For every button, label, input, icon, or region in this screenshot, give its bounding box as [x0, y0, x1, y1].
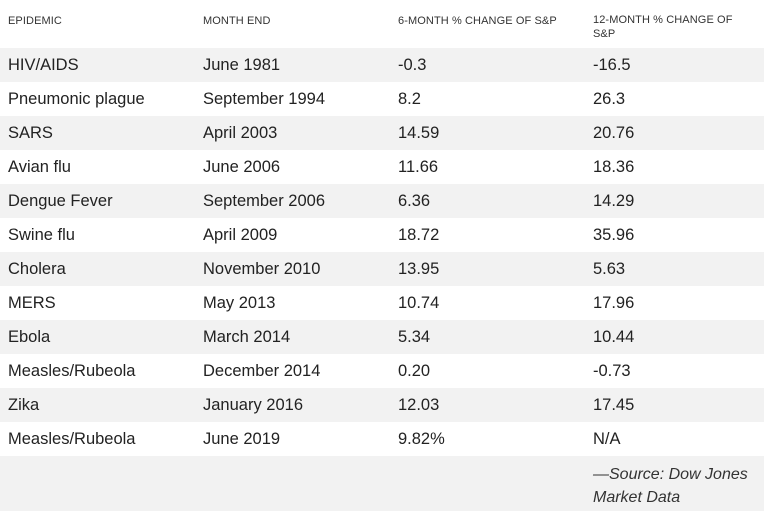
table-row: Avian flu June 2006 11.66 18.36 — [0, 150, 764, 184]
cell-month-end: April 2003 — [203, 123, 278, 142]
cell-epidemic: SARS — [8, 123, 53, 142]
cell-month-end: June 1981 — [203, 55, 281, 74]
table-row: MERS May 2013 10.74 17.96 — [0, 286, 764, 320]
table-row: Measles/Rubeola June 2019 9.82% N/A — [0, 422, 764, 456]
cell-epidemic: MERS — [8, 293, 56, 312]
cell-month-end: June 2019 — [203, 429, 281, 448]
source-footer: —Source: Dow Jones Market Data — [0, 456, 764, 511]
table-row: SARS April 2003 14.59 20.76 — [0, 116, 764, 150]
cell-six-month: 0.20 — [398, 361, 431, 380]
source-spacer — [0, 456, 585, 511]
cell-epidemic: HIV/AIDS — [8, 55, 79, 74]
header-epidemic: EPIDEMIC — [8, 15, 62, 27]
cell-month-end: September 2006 — [203, 191, 326, 210]
cell-twelve-month: 17.96 — [593, 293, 635, 312]
table-row: HIV/AIDS June 1981 -0.3 -16.5 — [0, 48, 764, 82]
table-row: Ebola March 2014 5.34 10.44 — [0, 320, 764, 354]
cell-epidemic: Zika — [8, 395, 40, 414]
cell-six-month: 12.03 — [398, 395, 440, 414]
cell-epidemic: Swine flu — [8, 225, 75, 244]
cell-six-month: 9.82% — [398, 429, 445, 448]
cell-month-end: November 2010 — [203, 259, 321, 278]
header-month-end: MONTH END — [203, 15, 271, 27]
table-row: Cholera November 2010 13.95 5.63 — [0, 252, 764, 286]
cell-six-month: 6.36 — [398, 191, 431, 210]
cell-epidemic: Ebola — [8, 327, 51, 346]
cell-six-month: 5.34 — [398, 327, 431, 346]
header-twelve-month-change: 12-MONTH % CHANGE OF S&P — [593, 14, 733, 40]
cell-month-end: May 2013 — [203, 293, 276, 312]
cell-twelve-month: 14.29 — [593, 191, 635, 210]
cell-six-month: 10.74 — [398, 293, 440, 312]
cell-twelve-month: N/A — [593, 429, 621, 448]
cell-month-end: June 2006 — [203, 157, 281, 176]
cell-month-end: December 2014 — [203, 361, 321, 380]
cell-six-month: -0.3 — [398, 55, 427, 74]
table-row: Swine flu April 2009 18.72 35.96 — [0, 218, 764, 252]
cell-twelve-month: 5.63 — [593, 259, 626, 278]
header-six-month-change: 6-MONTH % CHANGE OF S&P — [398, 15, 557, 27]
cell-six-month: 18.72 — [398, 225, 440, 244]
cell-twelve-month: -0.73 — [593, 361, 631, 380]
cell-epidemic: Avian flu — [8, 157, 71, 176]
cell-twelve-month: 26.3 — [593, 89, 626, 108]
cell-twelve-month: 10.44 — [593, 327, 635, 346]
cell-epidemic: Dengue Fever — [8, 191, 113, 210]
cell-epidemic: Cholera — [8, 259, 66, 278]
cell-month-end: January 2016 — [203, 395, 303, 414]
cell-six-month: 14.59 — [398, 123, 440, 142]
cell-twelve-month: 18.36 — [593, 157, 635, 176]
table-row: Pneumonic plague September 1994 8.2 26.3 — [0, 82, 764, 116]
table-header-row: EPIDEMIC MONTH END 6-MONTH % CHANGE OF S… — [0, 0, 764, 48]
table-row: Zika January 2016 12.03 17.45 — [0, 388, 764, 422]
table-row: Dengue Fever September 2006 6.36 14.29 — [0, 184, 764, 218]
cell-epidemic: Measles/Rubeola — [8, 361, 136, 380]
cell-twelve-month: 17.45 — [593, 395, 635, 414]
cell-twelve-month: 20.76 — [593, 123, 635, 142]
cell-epidemic: Measles/Rubeola — [8, 429, 136, 448]
cell-month-end: April 2009 — [203, 225, 278, 244]
cell-month-end: March 2014 — [203, 327, 291, 346]
table-row: Measles/Rubeola December 2014 0.20 -0.73 — [0, 354, 764, 388]
source-note: —Source: Dow Jones Market Data — [593, 466, 748, 506]
cell-twelve-month: 35.96 — [593, 225, 635, 244]
cell-six-month: 8.2 — [398, 89, 421, 108]
cell-month-end: September 1994 — [203, 89, 326, 108]
cell-twelve-month: -16.5 — [593, 55, 631, 74]
cell-six-month: 13.95 — [398, 259, 440, 278]
cell-six-month: 11.66 — [398, 157, 439, 176]
cell-epidemic: Pneumonic plague — [8, 89, 145, 108]
